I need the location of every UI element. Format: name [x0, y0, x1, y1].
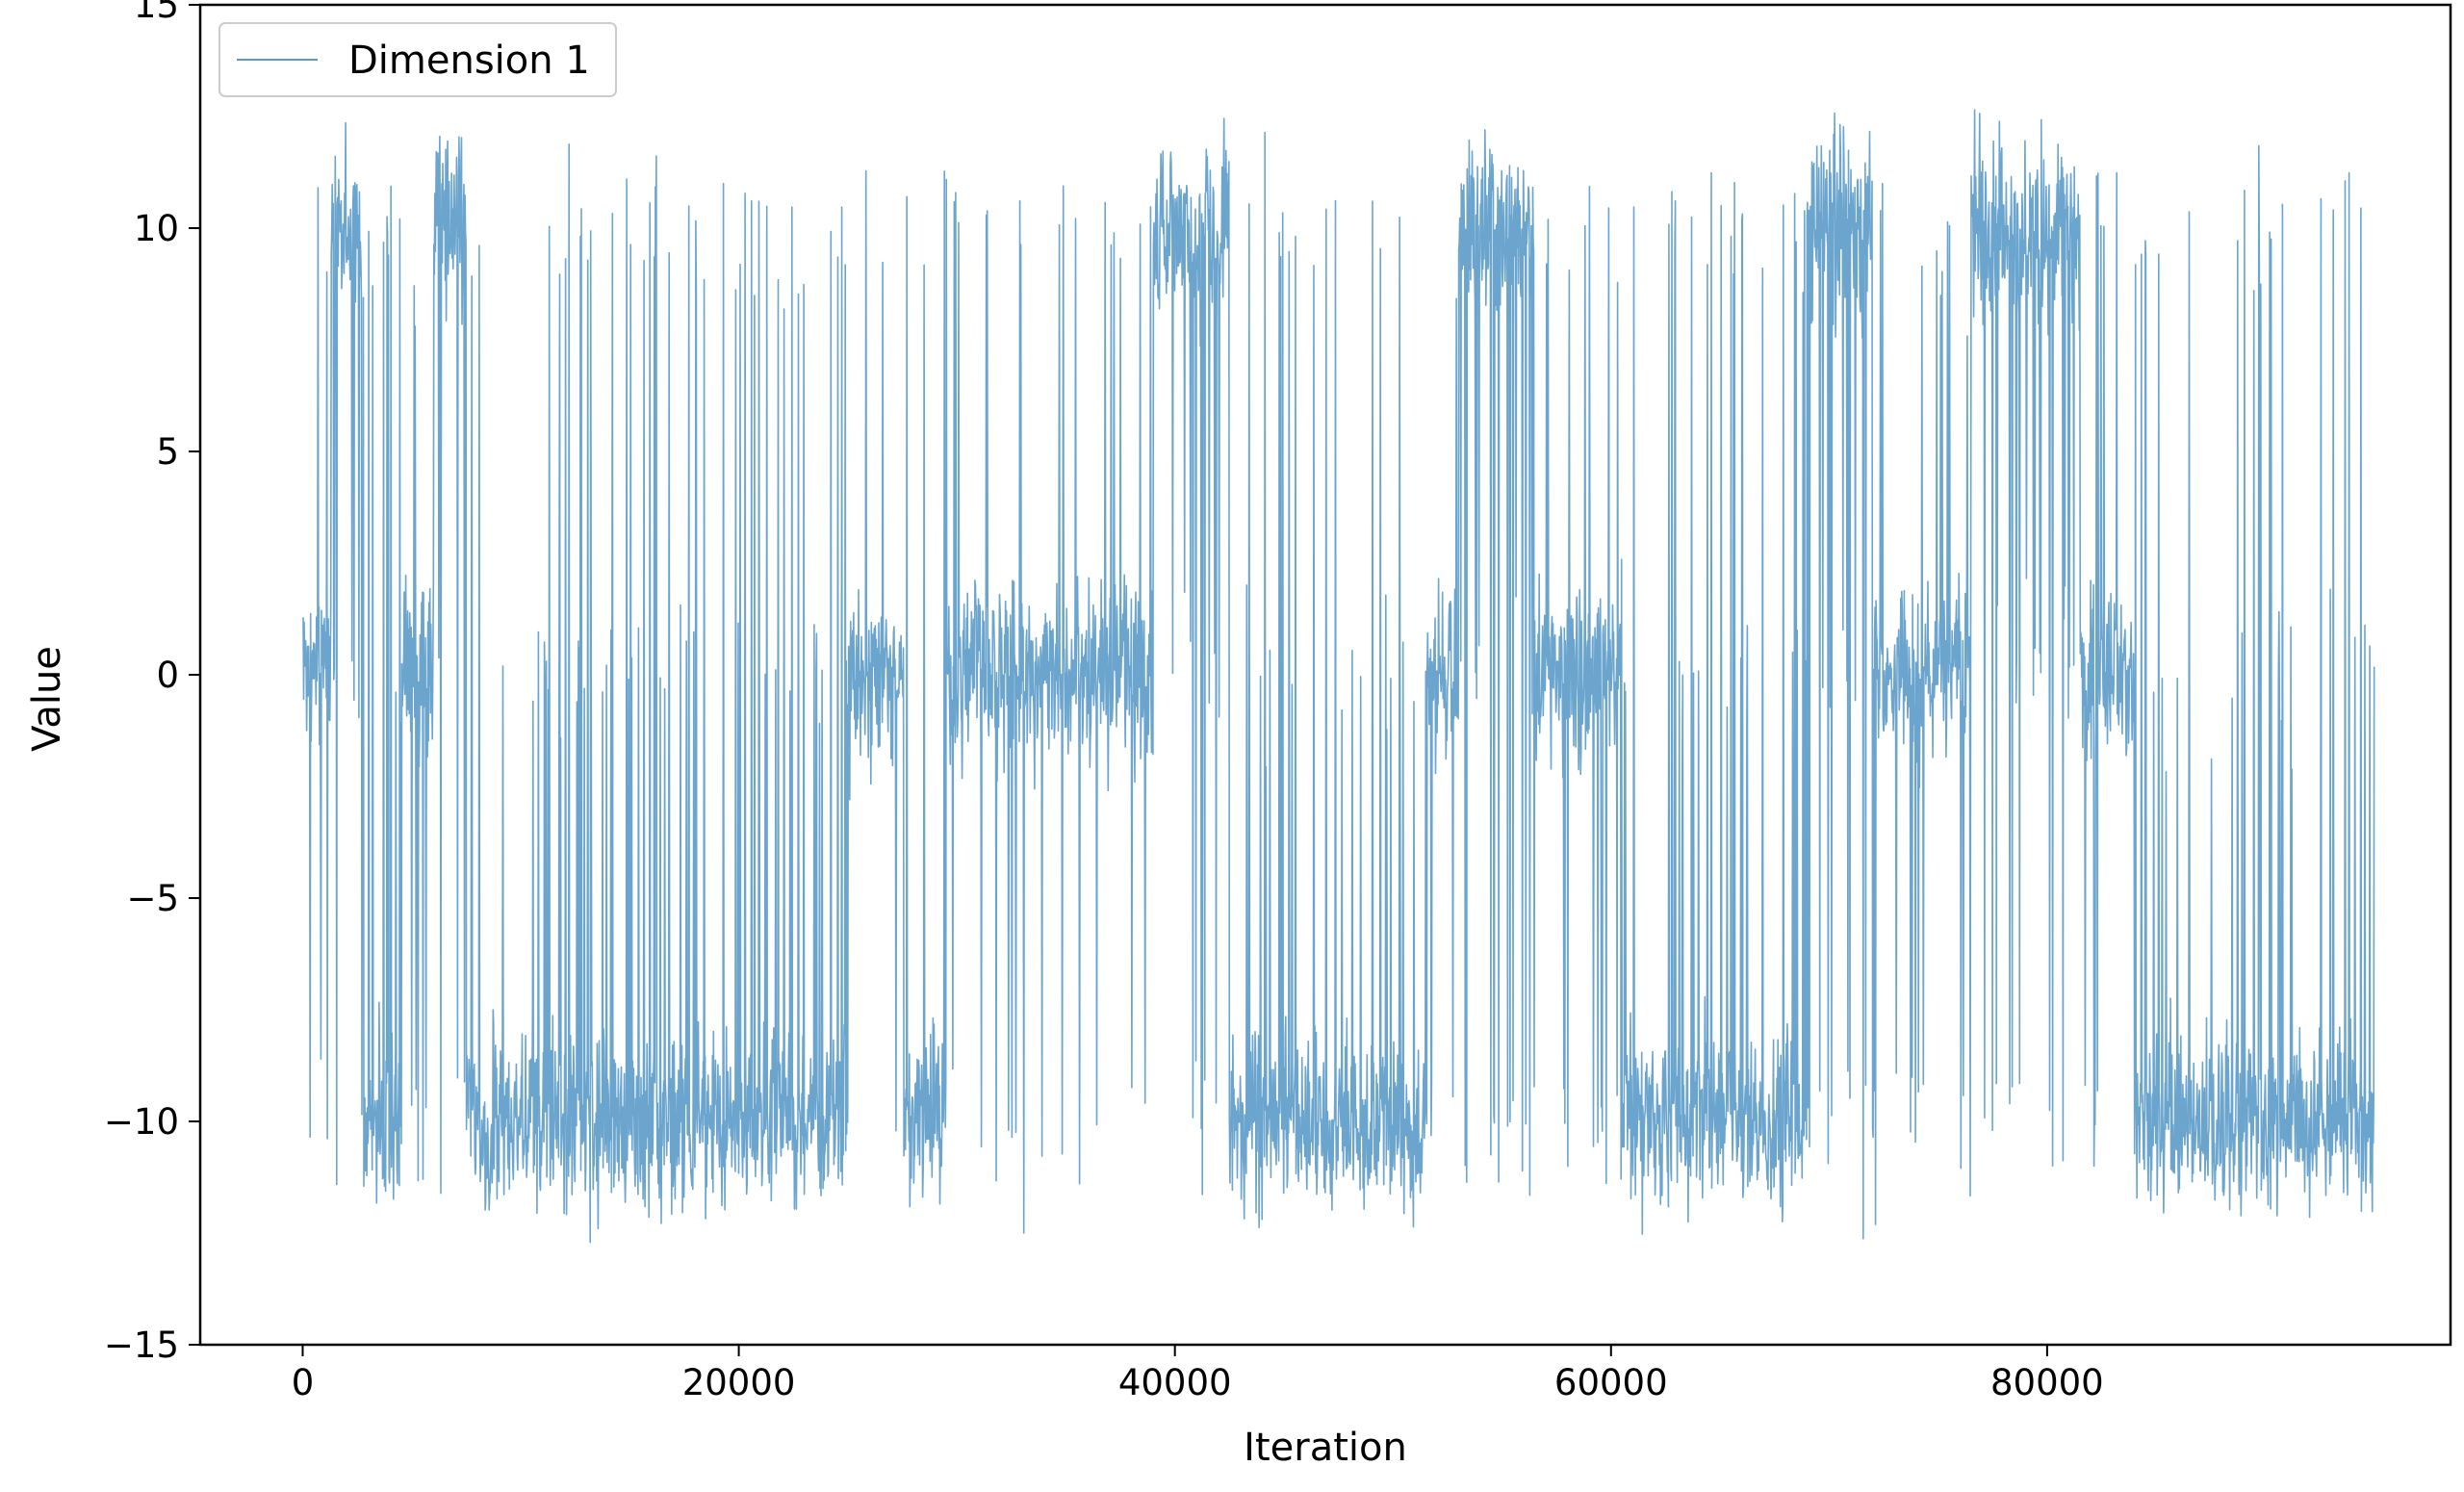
x-axis-label: Iteration [1244, 1426, 1407, 1470]
legend: Dimension 1 [218, 22, 617, 97]
x-tick-label: 0 [292, 1362, 315, 1403]
y-tick-label: 5 [156, 431, 179, 473]
series-line-dimension-1 [301, 109, 2375, 1244]
y-tick-label: 0 [156, 655, 179, 696]
y-axis-label: Value [25, 646, 69, 752]
legend-label-dimension-1: Dimension 1 [348, 39, 590, 83]
x-tick-label: 40000 [1118, 1362, 1232, 1403]
y-axis: −15 −10 −5 0 5 10 15 [104, 0, 200, 1366]
x-axis: 0 20000 40000 60000 80000 [292, 1345, 2104, 1403]
y-tick-label: 15 [134, 0, 179, 26]
x-tick-label: 80000 [1990, 1362, 2104, 1403]
series-layer [301, 109, 2375, 1244]
legend-frame [218, 22, 617, 97]
y-tick-label: −10 [104, 1101, 179, 1143]
y-tick-label: −5 [126, 878, 179, 919]
y-tick-label: −15 [104, 1325, 179, 1366]
x-tick-label: 60000 [1554, 1362, 1668, 1403]
x-tick-label: 20000 [682, 1362, 796, 1403]
y-tick-label: 10 [134, 208, 179, 249]
